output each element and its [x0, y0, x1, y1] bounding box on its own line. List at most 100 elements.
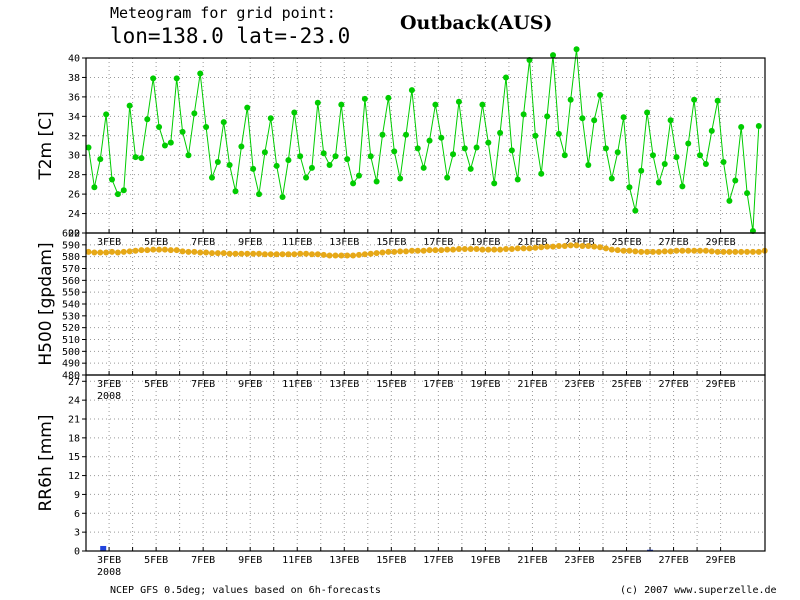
data-point: [661, 248, 668, 255]
data-point: [361, 95, 368, 102]
data-point: [367, 153, 374, 160]
data-point: [461, 245, 468, 252]
y-tick-label: 560: [62, 276, 80, 287]
data-point: [103, 111, 110, 118]
data-point: [120, 187, 127, 194]
copyright-note: (c) 2007 www.superzelle.de: [620, 585, 777, 596]
data-point: [126, 102, 133, 109]
x-tick-label: 9FEB: [238, 237, 262, 248]
data-point: [279, 194, 286, 201]
data-point: [185, 248, 192, 255]
data-point: [273, 251, 280, 258]
data-point: [420, 247, 427, 254]
data-point: [738, 248, 745, 255]
data-point: [597, 244, 604, 251]
data-point: [114, 249, 121, 256]
data-point: [649, 152, 656, 159]
data-point: [373, 178, 380, 185]
y-tick-label: 570: [62, 264, 80, 275]
data-point: [555, 243, 562, 250]
data-point: [97, 156, 104, 163]
y-tick-label: 0: [74, 547, 80, 558]
data-point: [403, 248, 410, 255]
x-tick-label: 11FEB: [282, 555, 312, 566]
data-point: [267, 251, 274, 258]
y-tick-label: 30: [68, 151, 80, 162]
data-point: [508, 147, 515, 154]
data-point: [197, 249, 204, 256]
data-point: [661, 160, 668, 167]
data-point: [408, 247, 415, 254]
y-tick-label: 600: [62, 229, 80, 240]
data-point: [344, 252, 351, 259]
data-point: [261, 251, 268, 258]
data-point: [208, 174, 215, 181]
y-tick-label: 6: [74, 509, 80, 520]
data-point: [485, 246, 492, 253]
data-point: [103, 249, 110, 256]
data-point: [391, 248, 398, 255]
x-tick-label: 17FEB: [423, 555, 453, 566]
data-point: [350, 252, 357, 259]
data-point: [367, 250, 374, 257]
data-point: [250, 165, 257, 172]
data-point: [173, 75, 180, 82]
y-tick-label: 28: [68, 170, 80, 181]
x-tick-label: 3FEB: [97, 379, 121, 390]
data-point: [526, 245, 533, 252]
data-point: [173, 247, 180, 254]
location-title: Outback(AUS): [400, 12, 553, 34]
data-point: [467, 245, 474, 252]
data-point: [638, 167, 645, 174]
x-tick-label: 19FEB: [470, 237, 500, 248]
data-point: [85, 144, 92, 151]
data-point: [438, 247, 445, 254]
y-tick-label: 38: [68, 73, 80, 84]
data-point: [673, 154, 680, 161]
data-point: [591, 117, 598, 124]
x-tick-label: 5FEB: [144, 379, 168, 390]
data-point: [397, 248, 404, 255]
x-tick-label: 23FEB: [564, 555, 594, 566]
data-point: [144, 247, 151, 254]
data-point: [297, 153, 304, 160]
y-tick-label: 9: [74, 490, 80, 501]
data-point: [685, 140, 692, 147]
data-point: [608, 246, 615, 253]
data-point: [602, 245, 609, 252]
data-point: [573, 46, 580, 53]
y-tick-label: 540: [62, 300, 80, 311]
x-tick-label: 29FEB: [706, 379, 736, 390]
data-point: [638, 248, 645, 255]
data-point: [597, 91, 604, 98]
data-point: [420, 164, 427, 171]
data-point: [373, 250, 380, 257]
data-point: [256, 191, 263, 198]
data-point: [214, 250, 221, 257]
y-tick-label: 12: [68, 471, 80, 482]
data-point: [314, 251, 321, 258]
x-tick-label: 23FEB: [564, 379, 594, 390]
data-point: [720, 159, 727, 166]
data-point: [567, 242, 574, 249]
data-point: [538, 170, 545, 177]
y-tick-label: 590: [62, 240, 80, 251]
data-point: [502, 245, 509, 252]
data-point: [573, 242, 580, 249]
data-point: [649, 248, 656, 255]
y-tick-label: 3: [74, 528, 80, 539]
data-point: [532, 132, 539, 139]
data-point: [744, 190, 751, 197]
y-tick-label: 510: [62, 335, 80, 346]
x-tick-label: 9FEB: [238, 555, 262, 566]
data-point: [685, 247, 692, 254]
data-point: [714, 97, 721, 104]
data-point: [161, 246, 168, 253]
data-point: [326, 252, 333, 259]
data-point: [667, 117, 674, 124]
year-label: 2008: [97, 391, 121, 402]
data-point: [726, 197, 733, 204]
data-point: [426, 247, 433, 254]
data-point: [114, 191, 121, 198]
x-tick-label: 7FEB: [191, 555, 215, 566]
